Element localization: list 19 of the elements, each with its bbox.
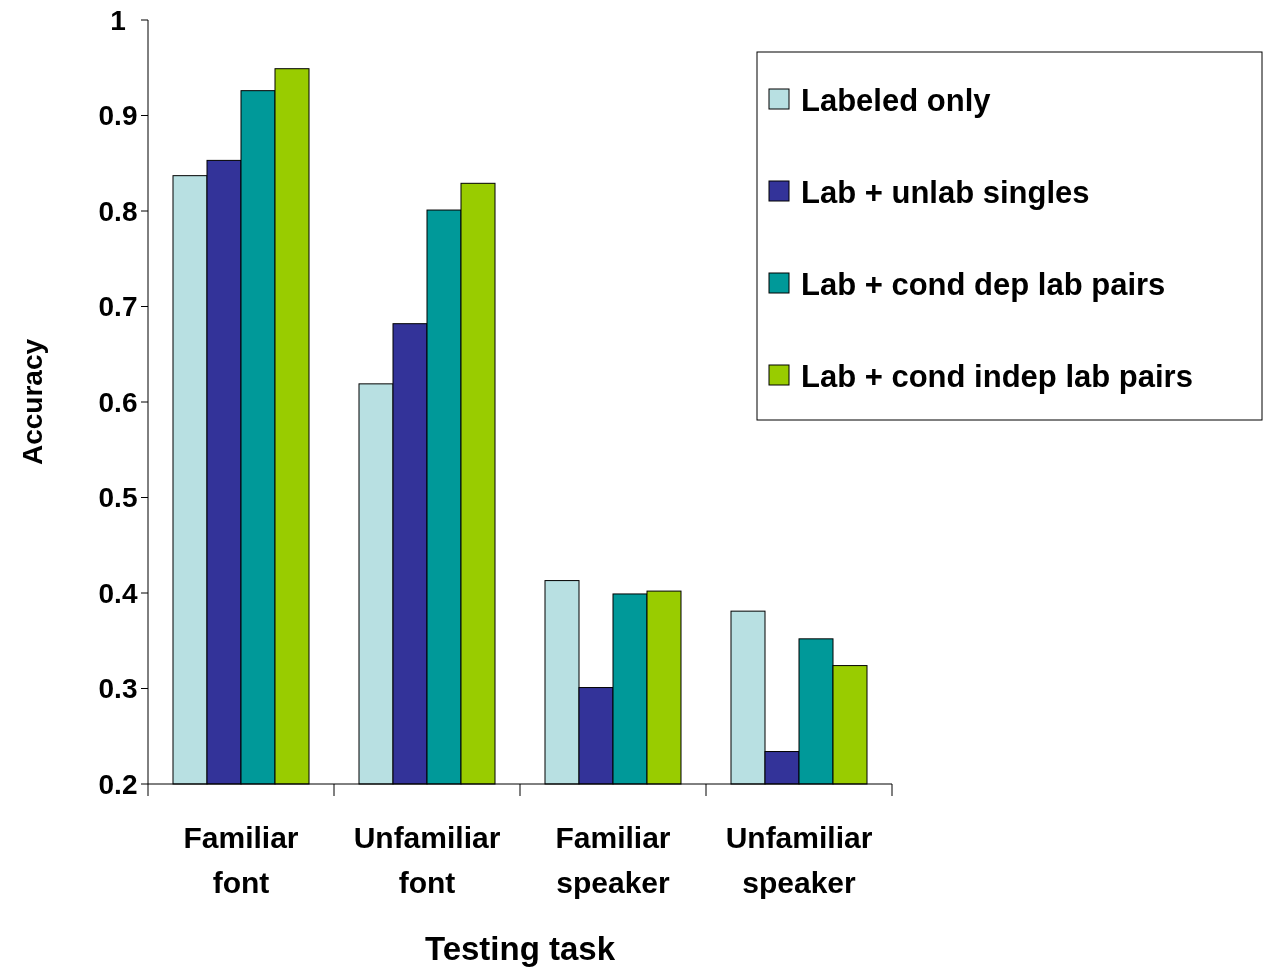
x-tick-label: Familiar font <box>183 821 299 899</box>
legend-label: Labeled only <box>801 82 992 118</box>
legend-label: Lab + cond indep lab pairs <box>801 358 1193 394</box>
y-tick-label: 0.3 <box>98 673 138 705</box>
x-tick-label: Unfamiliar font <box>353 821 501 899</box>
y-tick-label: 0.4 <box>98 577 138 609</box>
x-tick-label: Familiar speaker <box>555 821 671 899</box>
x-tick-label: Unfamiliar speaker <box>725 821 873 899</box>
y-tick-label: 0.7 <box>98 291 138 323</box>
y-tick-label: 0.9 <box>98 100 138 132</box>
x-axis-title: Testing task <box>424 930 616 967</box>
y-tick-label: 0.5 <box>98 482 138 514</box>
legend-label: Lab + cond dep lab pairs <box>801 266 1166 302</box>
y-tick-label: 0.6 <box>98 386 138 418</box>
legend-label: Lab + unlab singles <box>801 174 1090 210</box>
y-axis-title: Accuracy <box>17 338 48 466</box>
y-tick-label: 0.2 <box>98 768 138 800</box>
y-tick-label: 0.8 <box>98 195 138 227</box>
y-tick-label: 1 <box>110 4 126 36</box>
